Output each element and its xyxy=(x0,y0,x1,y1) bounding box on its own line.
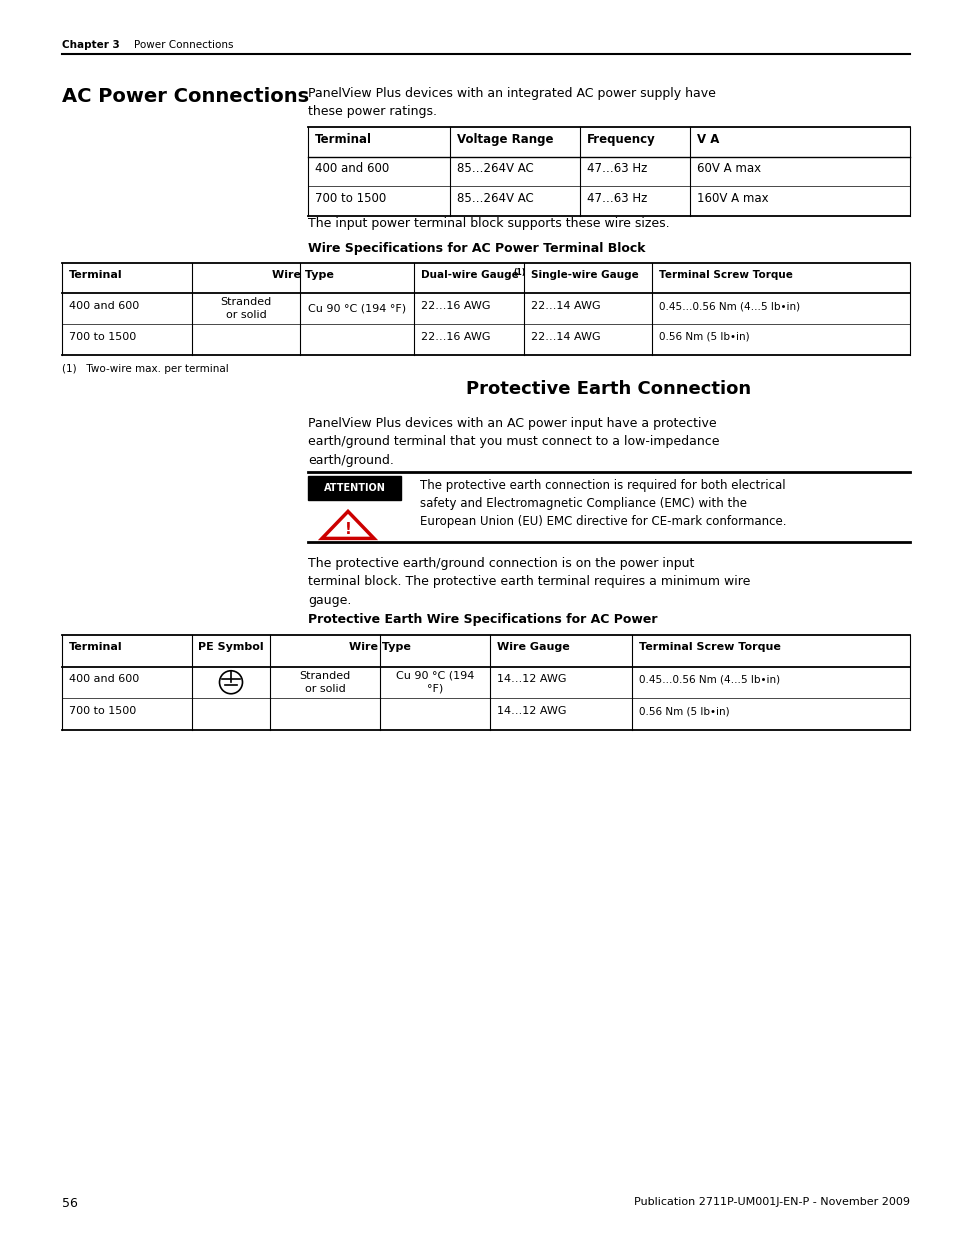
FancyBboxPatch shape xyxy=(308,475,400,499)
Text: 85…264V AC: 85…264V AC xyxy=(456,191,533,205)
Text: PE Symbol: PE Symbol xyxy=(198,642,264,652)
Text: Protective Earth Connection: Protective Earth Connection xyxy=(466,380,751,398)
Text: Terminal: Terminal xyxy=(69,642,123,652)
Text: PanelView Plus devices with an AC power input have a protective
earth/ground ter: PanelView Plus devices with an AC power … xyxy=(308,417,719,467)
Text: 22…16 AWG: 22…16 AWG xyxy=(420,332,490,342)
Text: Power Connections: Power Connections xyxy=(133,40,233,49)
Text: 60V A max: 60V A max xyxy=(697,163,760,175)
Text: Terminal Screw Torque: Terminal Screw Torque xyxy=(639,642,781,652)
Text: ATTENTION: ATTENTION xyxy=(323,483,385,493)
Text: Protective Earth Wire Specifications for AC Power: Protective Earth Wire Specifications for… xyxy=(308,613,657,626)
Text: 22…16 AWG: 22…16 AWG xyxy=(420,301,490,311)
Text: (1): (1) xyxy=(513,268,525,278)
Text: Wire Specifications for AC Power Terminal Block: Wire Specifications for AC Power Termina… xyxy=(308,242,645,254)
Text: 47…63 Hz: 47…63 Hz xyxy=(586,191,647,205)
Text: Wire Type: Wire Type xyxy=(272,270,334,280)
Text: 700 to 1500: 700 to 1500 xyxy=(69,706,136,716)
Text: Single-wire Gauge: Single-wire Gauge xyxy=(531,270,639,280)
Text: 22…14 AWG: 22…14 AWG xyxy=(531,301,600,311)
Text: V A: V A xyxy=(697,133,719,146)
Text: Cu 90 °C (194 °F): Cu 90 °C (194 °F) xyxy=(308,304,406,314)
Text: 14…12 AWG: 14…12 AWG xyxy=(497,674,566,684)
Text: Stranded
or solid: Stranded or solid xyxy=(220,298,272,320)
Text: Voltage Range: Voltage Range xyxy=(456,133,553,146)
Text: Terminal: Terminal xyxy=(314,133,372,146)
Text: Terminal: Terminal xyxy=(69,270,123,280)
Text: 400 and 600: 400 and 600 xyxy=(69,301,139,311)
Text: 0.56 Nm (5 lb•in): 0.56 Nm (5 lb•in) xyxy=(639,706,729,716)
Text: 47…63 Hz: 47…63 Hz xyxy=(586,163,647,175)
Text: 0.56 Nm (5 lb•in): 0.56 Nm (5 lb•in) xyxy=(659,332,749,342)
Text: Dual-wire Gauge: Dual-wire Gauge xyxy=(420,270,518,280)
Text: AC Power Connections: AC Power Connections xyxy=(62,86,309,106)
Text: 56: 56 xyxy=(62,1197,78,1210)
Text: Frequency: Frequency xyxy=(586,133,655,146)
Text: The protective earth connection is required for both electrical
safety and Elect: The protective earth connection is requi… xyxy=(419,479,785,529)
Text: 160V A max: 160V A max xyxy=(697,191,768,205)
Text: 0.45…0.56 Nm (4…5 lb•in): 0.45…0.56 Nm (4…5 lb•in) xyxy=(659,301,800,311)
Text: Publication 2711P-UM001J-EN-P - November 2009: Publication 2711P-UM001J-EN-P - November… xyxy=(634,1197,909,1207)
Text: (1)   Two-wire max. per terminal: (1) Two-wire max. per terminal xyxy=(62,363,229,373)
Text: PanelView Plus devices with an integrated AC power supply have
these power ratin: PanelView Plus devices with an integrate… xyxy=(308,86,715,119)
Text: The protective earth/ground connection is on the power input
terminal block. The: The protective earth/ground connection i… xyxy=(308,557,750,606)
Text: Wire Gauge: Wire Gauge xyxy=(497,642,569,652)
Text: Terminal Screw Torque: Terminal Screw Torque xyxy=(659,270,792,280)
Text: 0.45…0.56 Nm (4…5 lb•in): 0.45…0.56 Nm (4…5 lb•in) xyxy=(639,674,780,684)
Text: 400 and 600: 400 and 600 xyxy=(314,163,389,175)
Text: 400 and 600: 400 and 600 xyxy=(69,674,139,684)
Polygon shape xyxy=(322,511,374,538)
Text: Wire Type: Wire Type xyxy=(349,642,411,652)
Text: Chapter 3: Chapter 3 xyxy=(62,40,120,49)
Text: 700 to 1500: 700 to 1500 xyxy=(69,332,136,342)
Text: The input power terminal block supports these wire sizes.: The input power terminal block supports … xyxy=(308,217,669,230)
Text: Stranded
or solid: Stranded or solid xyxy=(299,671,351,694)
Text: !: ! xyxy=(344,522,351,537)
Text: Cu 90 °C (194
°F): Cu 90 °C (194 °F) xyxy=(395,671,474,694)
Text: 14…12 AWG: 14…12 AWG xyxy=(497,706,566,716)
Text: 85…264V AC: 85…264V AC xyxy=(456,163,533,175)
Text: 700 to 1500: 700 to 1500 xyxy=(314,191,386,205)
Text: 22…14 AWG: 22…14 AWG xyxy=(531,332,600,342)
